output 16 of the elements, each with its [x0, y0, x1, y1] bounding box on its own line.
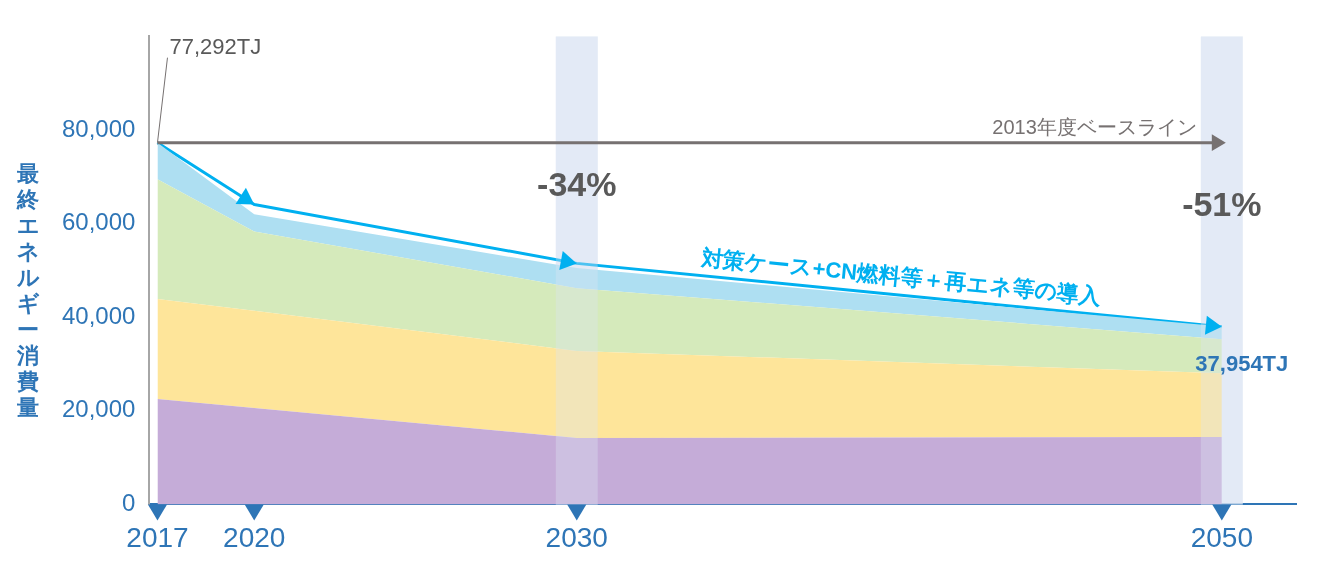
y-tick-label: 40,000 [62, 301, 136, 329]
y-tick-label: 80,000 [62, 114, 136, 142]
x-tick-label: 2020 [223, 521, 286, 553]
y-tick-label: 0 [122, 489, 136, 517]
x-tick-label: 2017 [126, 521, 189, 553]
ref-line-label: 2013年度ベースライン [992, 116, 1197, 139]
annotation: -51% [1182, 184, 1262, 223]
text: 最終エネルギー消費量 [16, 161, 40, 420]
y-tick-label: 20,000 [62, 395, 136, 423]
x-tick-label: 2030 [545, 521, 608, 553]
x-tick-label: 2050 [1190, 521, 1253, 553]
text: 対策ケース+CN燃料等＋再エネ等の導入 [699, 244, 1104, 309]
data-label: 77,292TJ [169, 33, 262, 59]
data-label: 37,954TJ [1195, 350, 1289, 376]
y-tick-label: 60,000 [62, 208, 136, 236]
annotation: -34% [537, 164, 617, 203]
